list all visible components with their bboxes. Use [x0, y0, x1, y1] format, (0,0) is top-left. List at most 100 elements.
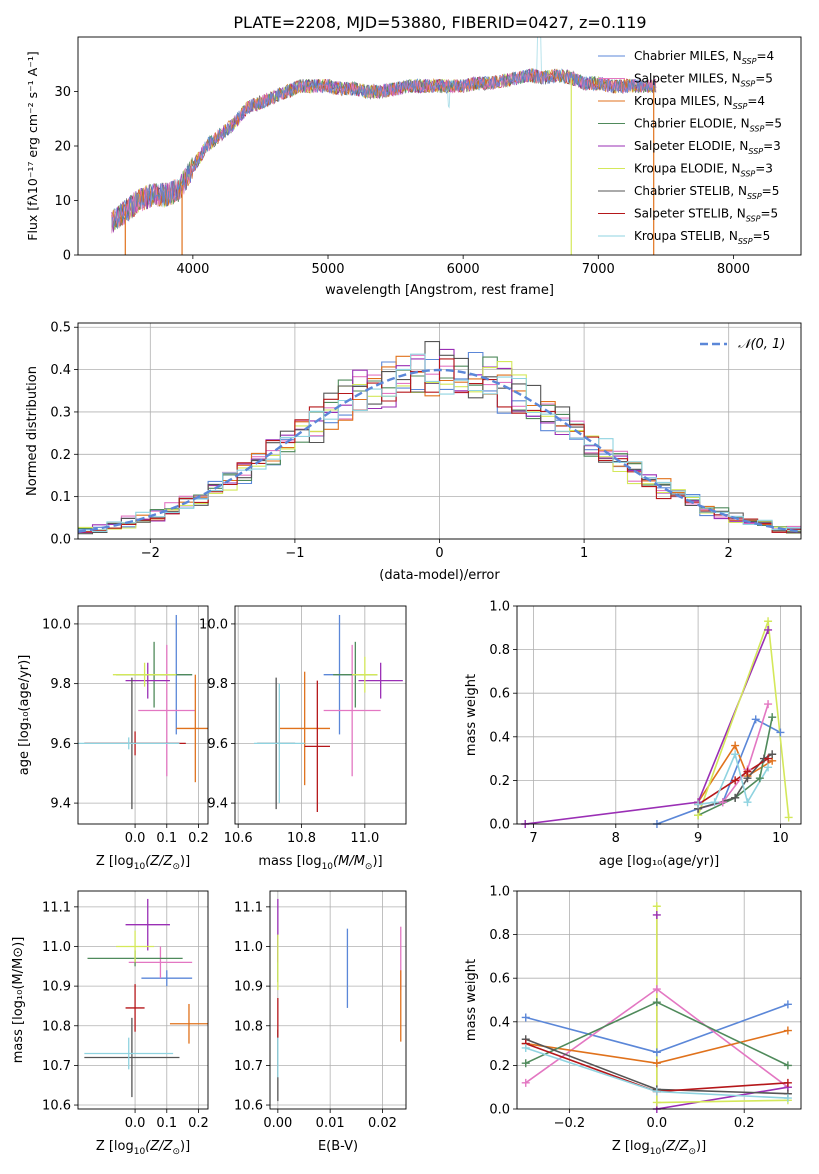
legend-name: Kroupa ELODIE, N — [634, 162, 741, 176]
mass_vs_ebv-xtick-label: 0.01 — [316, 1116, 345, 1131]
spectrum-xtick-label: 5000 — [311, 262, 344, 277]
weight_vs_z-point-marker — [783, 1094, 792, 1103]
legend-sub: SSP — [747, 192, 762, 201]
residuals-ytick-label: 0.4 — [50, 363, 71, 378]
age_vs_z-xlabel-part: )] — [180, 854, 190, 869]
weight_vs_age-point-marker — [731, 793, 740, 802]
weight_vs_age-point-marker — [743, 767, 752, 776]
age_vs_mass-ytick-label: 10.0 — [199, 617, 228, 632]
age_vs_mass-ytick-label: 9.4 — [207, 797, 228, 812]
spectrum-ytick-label: 0 — [63, 249, 71, 264]
age_vs_z-ylabel: age [log₁₀(age/yr)] — [17, 655, 32, 776]
weight_vs_age-ytick-label: 0.4 — [489, 730, 510, 745]
legend-sub: SSP — [742, 57, 757, 66]
legend-suffix: =3 — [763, 139, 781, 153]
spectrum-xtick-label: 7000 — [582, 262, 615, 277]
weight_vs_age-ylabel: mass weight — [464, 674, 479, 756]
legend-suffix: =4 — [747, 94, 765, 108]
mass_vs_z-xtick-label: 0.1 — [156, 1116, 177, 1131]
weight_vs_z-point-marker — [783, 1026, 792, 1035]
mass_vs_z-ylabel: mass [log₁₀(M/M⊙)] — [11, 937, 26, 1064]
weight_vs_z-xlabel-part: ⊙ — [688, 1147, 696, 1157]
spectrum-xlabel: wavelength [Angstrom, rest frame] — [325, 283, 554, 298]
weight_vs_z-point-marker — [652, 1087, 661, 1096]
age_vs_z-xtick-label: 0.1 — [156, 831, 177, 846]
residuals-xtick-label: 1 — [580, 546, 588, 561]
weight_vs_z-ytick-label: 0.6 — [489, 972, 510, 987]
age_vs_mass-panel: 10.6 10.8 11.0 9.4 9.6 9.8 10.0 mass [log10(M/M… — [199, 605, 407, 872]
weight_vs_z-point-marker — [652, 1098, 661, 1107]
weight_vs_z-point-marker — [783, 1000, 792, 1009]
age_vs_z-frame — [77, 605, 209, 825]
legend-suffix: =5 — [762, 184, 780, 198]
legend-name: Chabrier MILES, N — [634, 49, 742, 63]
mass_vs_z-xlabel: Z [log10(Z/Z⊙)] — [96, 1139, 190, 1157]
weight_vs_age-xtick-label: 10 — [772, 831, 789, 846]
mass_vs_z-ytick-label: 11.0 — [42, 940, 71, 955]
weight_vs_z-ytick-label: 0.0 — [489, 1103, 510, 1118]
mass_vs_ebv-xlabel: E(B-V) — [318, 1139, 358, 1154]
spectrum-legend-label: Kroupa ELODIE, NSSP=3 — [634, 162, 773, 179]
spectrum-legend-label: Salpeter STELIB, NSSP=5 — [634, 207, 778, 224]
age_vs_z-ytick-label: 9.6 — [50, 737, 71, 752]
spectrum-legend-label: Chabrier MILES, NSSP=4 — [634, 49, 774, 66]
legend-name: Chabrier STELIB, N — [634, 184, 747, 198]
residuals-ytick-label: 0.5 — [50, 321, 71, 336]
weight_vs_z-ytick-label: 0.4 — [489, 1015, 510, 1030]
mass_vs_ebv-ytick-label: 10.6 — [234, 1099, 263, 1114]
weight_vs_age-point-marker — [731, 776, 740, 785]
mass_vs_z-ytick-label: 10.6 — [42, 1099, 71, 1114]
residuals-xtick-label: 0 — [435, 546, 443, 561]
spectrum-legend-label: Chabrier ELODIE, NSSP=5 — [634, 117, 782, 134]
mass_vs_z-xtick-label: 0.0 — [125, 1116, 146, 1131]
age_vs_mass-frame — [234, 605, 407, 825]
weight_vs_z-point-marker — [652, 1059, 661, 1068]
weight_vs_z-xlabel: Z [log10(Z/Z⊙)] — [612, 1139, 706, 1157]
mass_vs_ebv-ytick-label: 10.8 — [234, 1019, 263, 1034]
mass_vs_ebv-ytick-label: 10.7 — [234, 1059, 263, 1074]
weight_vs_age-point-marker — [743, 798, 752, 807]
spectrum-legend-label: Chabrier STELIB, NSSP=5 — [634, 184, 779, 201]
weight_vs_age-point-marker — [731, 750, 740, 759]
residual-histogram-step — [78, 353, 801, 532]
spectrum-xtick-label: 4000 — [176, 262, 209, 277]
weight_vs_age-series-line — [697, 743, 773, 803]
weight_vs_age-ytick-label: 0.0 — [489, 818, 510, 833]
mass_vs_z-ytick-label: 11.1 — [42, 900, 71, 915]
weight_vs_age-xtick-label: 7 — [529, 831, 537, 846]
spectrum-ylabel: Flux [fλ10⁻¹⁷ erg cm⁻² s⁻¹ A⁻¹] — [25, 51, 40, 240]
weight_vs_z-point-marker — [652, 998, 661, 1007]
age_vs_mass-xtick-label: 10.8 — [287, 831, 316, 846]
age_vs_z-plot-area — [78, 614, 208, 810]
normal-curve — [78, 368, 801, 533]
mass_vs_z-plot-area — [84, 898, 208, 1098]
weight_vs_age-point-marker — [776, 728, 785, 737]
age_vs_mass-xlabel-part: ⊙ — [365, 862, 373, 872]
legend-name: Salpeter MILES, N — [634, 72, 741, 86]
residuals-ytick-label: 0.3 — [50, 405, 71, 420]
weight_vs_z-panel: −0.2 0.0 0.2 0.0 0.2 0.4 0.6 0.8 1.0 Z [log10(Z/Z… — [464, 885, 802, 1157]
legend-suffix: =5 — [760, 207, 778, 221]
weight_vs_age-point-marker — [784, 813, 793, 822]
spectrum-ytick-label: 30 — [54, 85, 71, 100]
weight_vs_age-xtick-label: 8 — [612, 831, 620, 846]
mass_vs_z-xlabel-part: (Z/Z — [145, 1139, 173, 1154]
legend-suffix: =5 — [764, 117, 782, 131]
spectrum-ytick-label: 10 — [54, 194, 71, 209]
spectrum-legend-label: Kroupa MILES, NSSP=4 — [634, 94, 765, 111]
weight_vs_age-frame — [516, 605, 802, 825]
weight_vs_age-point-marker — [731, 741, 740, 750]
mass_vs_z-frame — [77, 890, 209, 1110]
mass_vs_ebv-ytick-label: 11.1 — [234, 900, 263, 915]
residuals-ylabel: Normed distribution — [25, 366, 40, 496]
age_vs_mass-xlabel-part: )] — [372, 854, 382, 869]
residuals-ytick-label: 0.0 — [50, 533, 71, 548]
age_vs_mass-xlabel-part: mass [log — [258, 854, 321, 869]
legend-sub: SSP — [741, 170, 756, 179]
weight_vs_z-point-marker — [652, 1048, 661, 1057]
age_vs_mass-xlabel: mass [log10(M/M⊙)] — [258, 854, 382, 872]
residuals-xtick-label: −2 — [141, 546, 160, 561]
spectrum-xtick-label: 6000 — [447, 262, 480, 277]
legend-sub: SSP — [746, 215, 761, 224]
